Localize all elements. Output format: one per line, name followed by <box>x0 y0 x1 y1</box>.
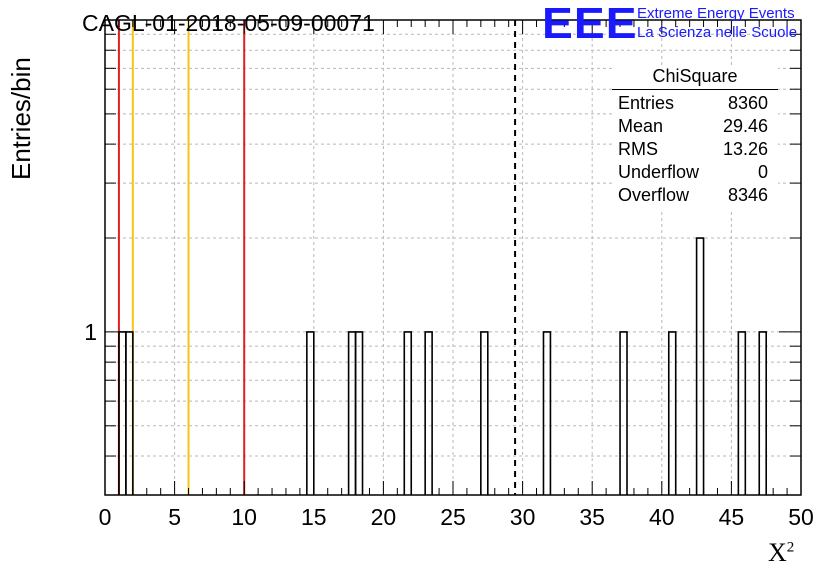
histogram-bar <box>667 331 677 495</box>
histogram-bar <box>125 331 134 495</box>
logo-text-line1: Extreme Energy Events <box>637 5 795 22</box>
histogram-bar <box>758 331 767 495</box>
stat-label: Underflow <box>618 162 700 182</box>
page-title: CAGL-01-2018-05-09-00071 <box>82 10 375 36</box>
x-axis-label-superscript: 2 <box>786 539 795 556</box>
histogram-bars-layer <box>118 237 767 495</box>
histogram-bar <box>347 331 357 495</box>
axis-ticks-layer: 0 5 10 15 20 25 30 35 40 45 50 1 <box>84 19 814 530</box>
stats-box: ChiSquare Entries 8360 Mean 29.46 RMS 13… <box>612 66 778 212</box>
x-tick-label: 35 <box>579 504 605 530</box>
x-axis-label-symbol: X <box>768 538 787 567</box>
stat-row-underflow: Underflow 0 <box>618 162 768 184</box>
stats-box-title: ChiSquare <box>652 66 738 86</box>
stat-value: 29.46 <box>722 116 768 136</box>
x-tick-label: 30 <box>510 504 536 530</box>
x-tick-label: 45 <box>719 504 745 530</box>
stats-box-rule <box>612 89 778 90</box>
stat-row-entries: Entries 8360 <box>618 93 768 115</box>
x-tick-label: 5 <box>168 504 181 530</box>
logo-text-line2: La Scienza nelle Scuole <box>637 24 798 41</box>
y-axis-label: Entries/bin <box>6 57 36 180</box>
stat-label: Mean <box>618 116 664 136</box>
eee-logo: EEE Extreme Energy Events La Scienza nel… <box>542 2 822 46</box>
reference-lines-layer <box>117 20 517 495</box>
x-tick-label: 40 <box>649 504 675 530</box>
histogram-bar <box>619 331 628 495</box>
x-tick-label: 15 <box>301 504 327 530</box>
x-tick-label: 50 <box>788 504 814 530</box>
stat-value: 0 <box>757 162 768 182</box>
histogram-bar <box>354 331 364 495</box>
logo-mark: EEE <box>542 0 638 48</box>
histogram-bar <box>306 331 315 495</box>
stat-value: 8360 <box>727 93 768 113</box>
stat-row-overflow: Overflow 8346 <box>618 185 768 207</box>
stat-row-rms: RMS 13.26 <box>618 139 768 161</box>
histogram-bar <box>118 331 127 495</box>
stat-value: 8346 <box>727 185 768 205</box>
stat-row-mean: Mean 29.46 <box>618 116 768 138</box>
stat-value: 13.26 <box>722 139 768 159</box>
histogram-bar <box>480 331 489 495</box>
x-axis-label: X2 <box>768 538 794 568</box>
histogram-bar <box>403 331 413 495</box>
histogram-bar <box>542 331 552 495</box>
grid-layer <box>105 20 801 495</box>
histogram-bar <box>695 237 705 495</box>
stat-label: Entries <box>618 93 675 113</box>
x-tick-label: 10 <box>231 504 257 530</box>
x-tick-label: 20 <box>371 504 397 530</box>
y-tick-label: 1 <box>84 319 97 345</box>
stat-label: Overflow <box>618 185 690 205</box>
histogram-bar <box>737 331 747 495</box>
histogram-bar <box>424 331 433 495</box>
stat-label: RMS <box>618 139 658 159</box>
x-tick-label: 0 <box>99 504 112 530</box>
x-tick-label: 25 <box>440 504 466 530</box>
